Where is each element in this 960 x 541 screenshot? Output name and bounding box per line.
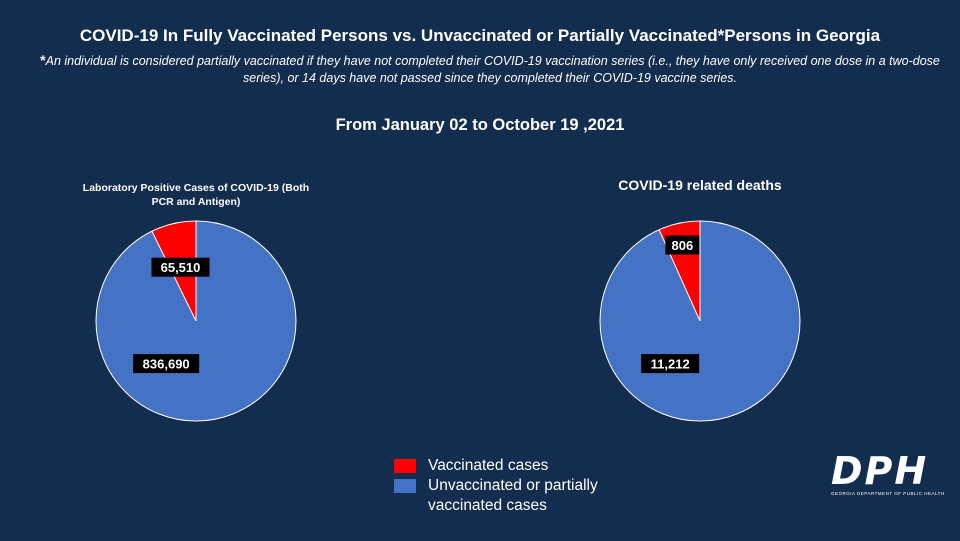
chart-title: COVID-19 In Fully Vaccinated Persons vs.… xyxy=(79,26,881,45)
legend: Vaccinated cases Unvaccinated or partial… xyxy=(394,456,658,516)
dph-logo-mark: DPH xyxy=(831,449,929,493)
cases-value-label-vaccinated: 65,510 xyxy=(151,257,210,277)
cases-value-label-unvaccinated: 836,690 xyxy=(133,354,200,374)
legend-swatch-vaccinated xyxy=(394,459,416,473)
deaths-pie-title: COVID-19 related deaths xyxy=(618,177,782,193)
legend-swatch-unvaccinated xyxy=(394,479,416,493)
svg-text:806: 806 xyxy=(672,238,694,253)
footnote: *An individual is considered partially v… xyxy=(30,52,950,87)
svg-text:11,212: 11,212 xyxy=(651,357,690,372)
footnote-text: An individual is considered partially va… xyxy=(45,54,940,85)
svg-text:836,690: 836,690 xyxy=(143,357,190,372)
deaths-pie-outline xyxy=(599,220,801,422)
footnote-star: * xyxy=(40,52,46,68)
deaths-pie-chart: 806 11,212 xyxy=(599,220,801,422)
legend-item-vaccinated: Vaccinated cases xyxy=(394,456,658,476)
cases-pie-outline xyxy=(95,220,297,422)
deaths-value-label-unvaccinated: 11,212 xyxy=(641,354,700,374)
deaths-value-label-vaccinated: 806 xyxy=(665,235,700,255)
legend-label-unvaccinated: Unvaccinated or partially vaccinated cas… xyxy=(428,477,598,514)
dph-logo: DPH GEORGIA DEPARTMENT OF PUBLIC HEALTH xyxy=(831,449,945,496)
dph-logo-subtitle: GEORGIA DEPARTMENT OF PUBLIC HEALTH xyxy=(831,491,945,496)
cases-pie-chart: 65,510 836,690 xyxy=(95,220,297,422)
date-range: From January 02 to October 19 ,2021 xyxy=(335,116,625,134)
legend-label-vaccinated: Vaccinated cases xyxy=(428,457,549,474)
legend-item-unvaccinated: Unvaccinated or partially vaccinated cas… xyxy=(394,476,658,516)
svg-text:65,510: 65,510 xyxy=(161,260,201,275)
cases-pie-title: Laboratory Positive Cases of COVID-19 (B… xyxy=(82,182,310,208)
